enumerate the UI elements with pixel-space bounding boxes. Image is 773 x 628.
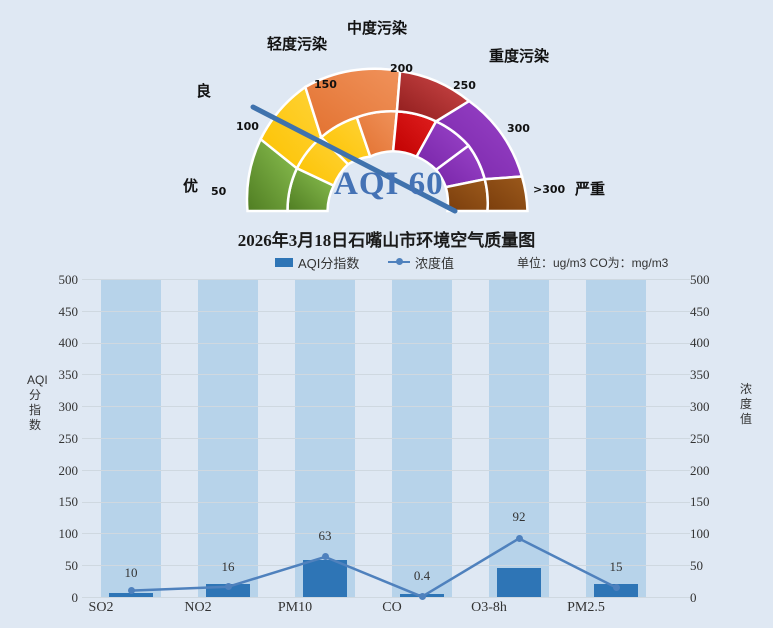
gridline [96, 565, 676, 567]
gauge-label-moderate: 中度污染 [347, 19, 408, 37]
ytick-left-50: 50 [65, 558, 78, 573]
value-label-co: 0.4 [413, 568, 431, 583]
point-co[interactable] [418, 593, 426, 601]
ytick-right-400: 400 [690, 335, 710, 350]
gauge-label-severe: 严重 [575, 180, 606, 198]
ytick-left-200: 200 [58, 463, 79, 478]
gridline [96, 406, 676, 408]
legend-bar-swatch [275, 257, 293, 267]
value-label-pm25: 15 [609, 559, 623, 574]
x-axis-line [96, 597, 676, 598]
ytick-right-100: 100 [690, 526, 710, 541]
xtick-o3: O3-8h [471, 600, 507, 615]
ytick-left-250: 250 [58, 431, 79, 446]
ytick-right-450: 450 [690, 304, 710, 319]
legend-line-label: 浓度值 [415, 255, 455, 271]
ytick-right-200: 200 [690, 463, 710, 478]
bar-o3[interactable] [497, 567, 541, 597]
ytick-right-50: 50 [690, 558, 703, 573]
gauge-tick-100: 100 [236, 120, 259, 133]
gauge-needle [250, 104, 458, 214]
left-axis-title: AQI分指数 [27, 373, 48, 433]
ytick-left-0: 0 [71, 590, 79, 605]
xtick-so2: SO2 [88, 600, 114, 615]
value-label-o3: 92 [512, 509, 526, 524]
legend-units-note: 单位：ug/m3 CO为：mg/m3 [517, 256, 669, 270]
chart-legend: AQI分指数 浓度值 单位：ug/m3 CO为：mg/m3 [0, 252, 773, 272]
gridline [96, 310, 676, 312]
xtick-pm25: PM2.5 [567, 600, 605, 615]
xtick-pm10: PM10 [277, 600, 313, 615]
ytick-left-300: 300 [58, 399, 79, 414]
point-pm25[interactable] [612, 584, 620, 591]
concentration-line [130, 537, 617, 598]
right-axis-title-text: 浓度值 [739, 382, 752, 426]
legend-bar-label: AQI分指数 [298, 255, 360, 271]
ytick-left-450: 450 [58, 304, 79, 319]
bar-pm10[interactable] [303, 560, 347, 597]
gauge-tick-200: 200 [390, 62, 413, 75]
left-axis-title-text: AQI分指数 [27, 373, 48, 432]
gridline [96, 501, 676, 503]
gauge-label-excellent: 优 [183, 177, 199, 195]
ytick-right-150: 150 [690, 494, 710, 509]
ytick-left-150: 150 [58, 494, 79, 509]
gauge-tick-300: 300 [507, 122, 530, 135]
page-title: 2026年3月18日石嘴山市环境空气质量图 [237, 231, 536, 250]
legend-line-marker-icon [388, 257, 410, 267]
xtick-no2: NO2 [184, 600, 212, 615]
gauge-svg [245, 67, 529, 214]
legend-item-concentration[interactable]: 浓度值 [388, 252, 454, 272]
ytick-right-300: 300 [690, 399, 710, 414]
right-axis-title: 浓度值 [738, 382, 754, 427]
ytick-right-500: 500 [690, 272, 710, 287]
point-o3[interactable] [515, 535, 523, 542]
point-pm10[interactable] [321, 553, 329, 561]
concentration-line-svg [130, 537, 617, 598]
gauge-label-good: 良 [196, 82, 212, 100]
gauge-tick-250: 250 [453, 79, 476, 92]
ytick-left-500: 500 [58, 272, 79, 287]
ytick-right-350: 350 [690, 367, 710, 382]
xtick-co: CO [382, 600, 402, 615]
ytick-left-400: 400 [58, 335, 79, 350]
gridline [96, 469, 676, 471]
gauge-label-heavy: 重度污染 [489, 47, 550, 65]
gauge-tick-50: 50 [211, 185, 227, 198]
legend-item-aqi[interactable]: AQI分指数 [275, 252, 359, 272]
gridline [96, 279, 676, 280]
gridline [96, 374, 676, 376]
value-label-pm10: 63 [318, 528, 332, 543]
gridline [96, 342, 676, 344]
aqi-gauge: 优 良 轻度污染 中度污染 重度污染 严重 100 50 150 200 250… [0, 0, 773, 222]
gridline [96, 438, 676, 439]
gauge-tick-over300: >300 [533, 183, 566, 196]
aqi-value-text: AQI 60 [334, 166, 444, 202]
ytick-right-0: 0 [690, 590, 697, 605]
gauge-label-light: 轻度污染 [267, 35, 328, 53]
point-so2[interactable] [127, 587, 135, 594]
value-label-so2: 10 [124, 565, 138, 580]
ytick-left-100: 100 [58, 526, 79, 541]
value-label-no2: 16 [221, 559, 235, 574]
point-no2[interactable] [224, 583, 232, 591]
ytick-right-250: 250 [690, 431, 710, 446]
ytick-left-350: 350 [58, 367, 79, 382]
gauge-tick-150: 150 [314, 78, 337, 91]
gridline [96, 533, 676, 535]
bar-so2[interactable] [109, 592, 153, 597]
chart-plot-area: 10 16 63 0.4 92 15 [96, 279, 676, 601]
